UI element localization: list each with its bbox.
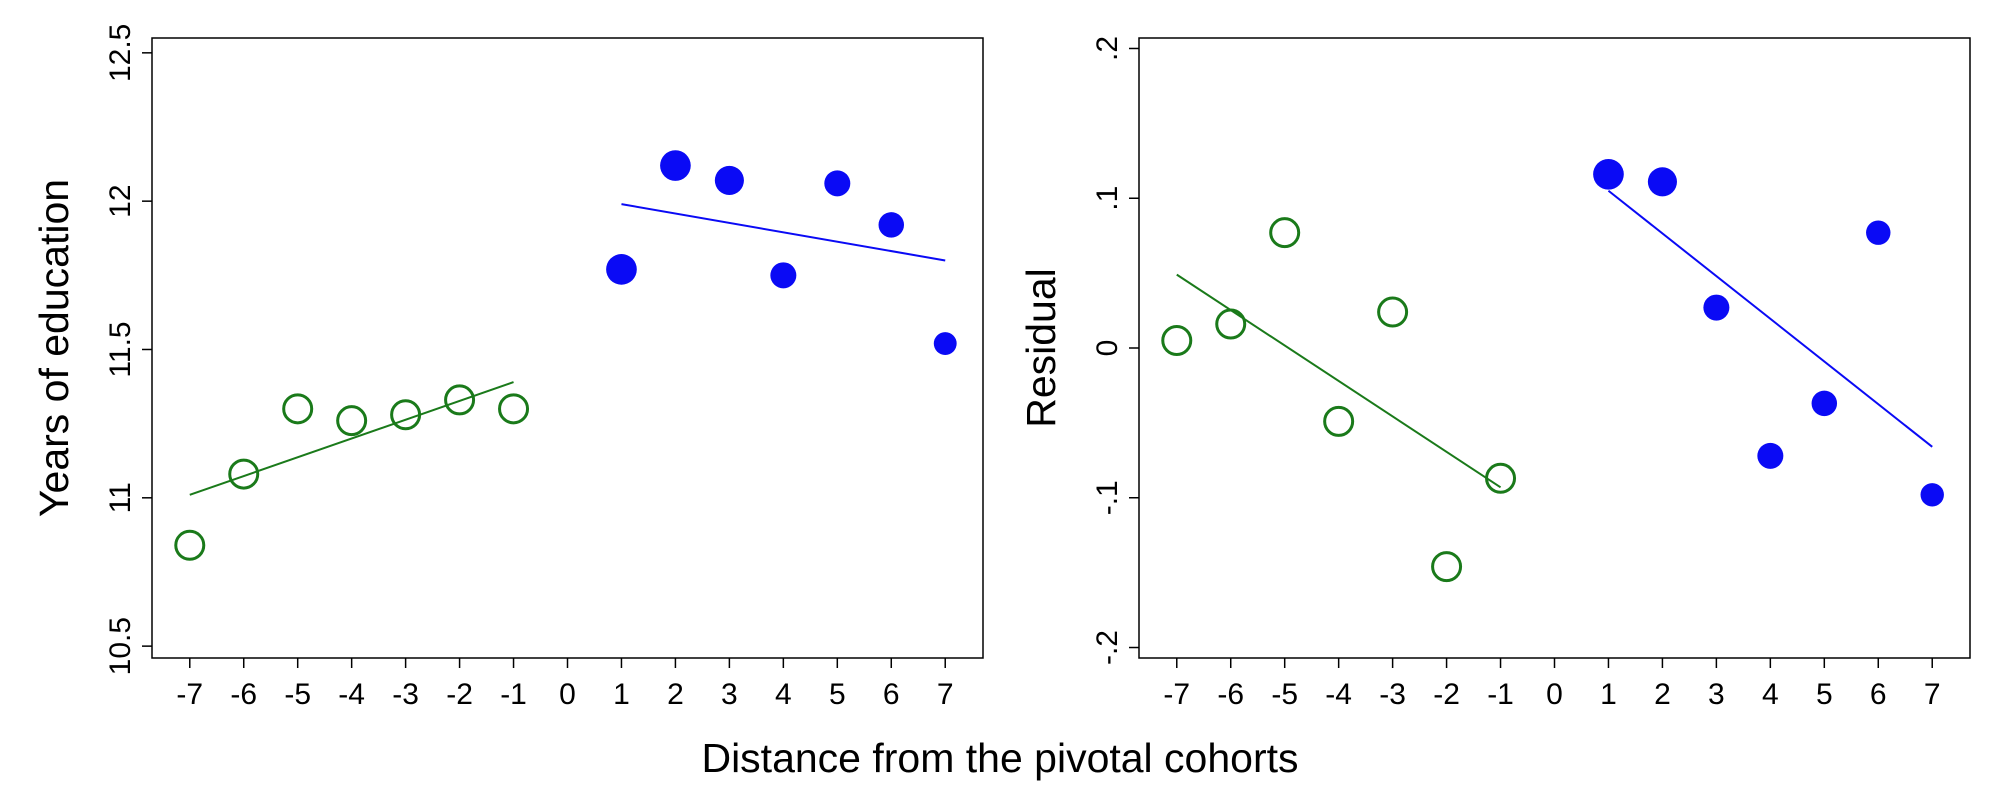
x-tick-label: 1	[613, 678, 630, 711]
control-point	[1215, 308, 1247, 340]
y-tick-label: 10.5	[104, 617, 137, 675]
x-tick-label: -7	[1163, 678, 1190, 711]
x-tick-label: -1	[1487, 678, 1514, 711]
treated-point	[606, 254, 637, 285]
y-tick-label: -.2	[1091, 630, 1124, 665]
control-point	[1323, 405, 1355, 437]
x-tick-label: 7	[1924, 678, 1941, 711]
x-tick-label: 7	[937, 678, 954, 711]
x-tick-label: -4	[1325, 678, 1352, 711]
treated-fit-line	[621, 203, 946, 262]
control-point	[444, 384, 476, 416]
y-tick-label: 0	[1091, 340, 1124, 357]
x-tick-label: 4	[1762, 678, 1779, 711]
control-point	[228, 458, 260, 490]
x-tick-label: 3	[1708, 678, 1725, 711]
treated-point	[878, 212, 905, 238]
x-tick-label: 0	[559, 678, 576, 711]
treated-point	[1811, 390, 1838, 417]
education-panel: -7 -6 -5 -4 -3 -2 -1 0 1 2 3 4 5 6 710.51111.51212.5Ye…	[31, 24, 984, 711]
y-tick-label: 12	[104, 184, 137, 217]
x-tick-label: -4	[338, 678, 365, 711]
residual-panel: -7 -6 -5 -4 -3 -2 -1 0 1 2 3 4 5 6 7 -.2 -.1 0 .1 .2 Residua…	[1018, 36, 1971, 711]
y-tick-label: 11	[104, 482, 137, 513]
x-tick-label: 2	[1654, 678, 1671, 711]
control-point	[498, 393, 530, 425]
treated-point	[824, 170, 851, 197]
control-point	[282, 393, 314, 425]
x-tick-label: 4	[775, 678, 792, 711]
y-axis-label: Residual	[1018, 268, 1064, 428]
treated-point	[1703, 294, 1730, 321]
control-fit-line	[189, 381, 514, 496]
control-fit-line	[1176, 273, 1502, 489]
treated-fit-line	[1607, 189, 1933, 448]
x-tick-label: -5	[1271, 678, 1298, 711]
treated-point	[1647, 167, 1677, 197]
y-tick-label: 11.5	[104, 321, 137, 377]
y-tick-label: -.1	[1091, 480, 1124, 515]
plot-frame	[151, 37, 984, 659]
control-point	[1485, 462, 1517, 494]
x-tick-label: 0	[1546, 678, 1563, 711]
control-point	[390, 399, 422, 431]
x-tick-label: -2	[446, 678, 473, 711]
control-point	[1269, 217, 1301, 249]
x-tick-label: -5	[284, 678, 311, 711]
x-axis-label: Distance from the pivotal cohorts	[701, 735, 1299, 781]
treated-point	[933, 332, 957, 355]
x-tick-label: 3	[721, 678, 738, 711]
control-point	[174, 529, 206, 561]
treated-point	[714, 165, 744, 195]
x-tick-label: -6	[1217, 678, 1244, 711]
x-tick-label: -6	[230, 678, 257, 711]
treated-point	[770, 262, 797, 289]
x-tick-label: 6	[1870, 678, 1887, 711]
y-tick-label: .1	[1091, 186, 1124, 211]
treated-point	[1757, 442, 1784, 469]
x-tick-label: -1	[500, 678, 527, 711]
treated-point	[1593, 158, 1624, 190]
x-tick-label: -3	[1379, 678, 1406, 711]
control-point	[1161, 325, 1193, 357]
plot-frame	[1138, 37, 1971, 659]
x-tick-label: -3	[392, 678, 419, 711]
x-tick-label: 6	[883, 678, 900, 711]
x-tick-label: -7	[176, 678, 203, 711]
treated-point	[660, 150, 691, 181]
control-point	[1431, 551, 1463, 583]
y-tick-label: .2	[1091, 36, 1124, 61]
control-point	[336, 405, 368, 437]
treated-point	[1920, 483, 1944, 507]
treated-point	[1866, 220, 1891, 245]
x-tick-label: 5	[829, 678, 846, 711]
x-tick-label: -2	[1433, 678, 1460, 711]
x-tick-label: 2	[667, 678, 684, 711]
x-tick-label: 5	[1816, 678, 1833, 711]
y-axis-label: Years of education	[31, 179, 77, 517]
x-tick-label: 1	[1600, 678, 1617, 711]
control-point	[1377, 296, 1409, 328]
y-tick-label: 12.5	[104, 24, 137, 82]
